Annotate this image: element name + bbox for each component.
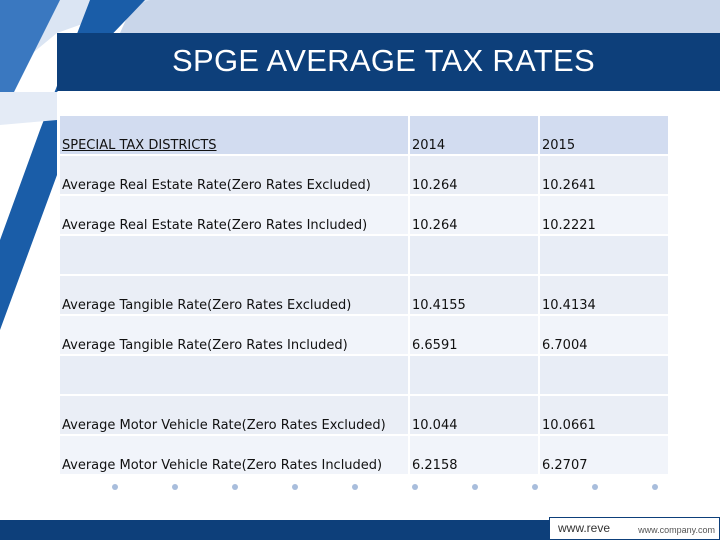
row-value-2015: 6.2707 [540, 436, 670, 476]
dot-decoration [592, 484, 598, 490]
dot-decoration [352, 484, 358, 490]
title-bar: SPGE AVERAGE TAX RATES [57, 33, 720, 91]
table-header-row: SPECIAL TAX DISTRICTS 2014 2015 [60, 116, 670, 156]
row-label [60, 236, 410, 276]
row-value-2014: 10.264 [410, 196, 540, 236]
tax-rates-table-container: SPECIAL TAX DISTRICTS 2014 2015 Average … [60, 116, 670, 476]
dot-decoration [232, 484, 238, 490]
row-label [60, 356, 410, 396]
row-value-2014: 10.044 [410, 396, 540, 436]
row-value-2014: 6.6591 [410, 316, 540, 356]
table-row: Average Real Estate Rate(Zero Rates Incl… [60, 196, 670, 236]
row-value-2014 [410, 236, 540, 276]
table-row: Average Tangible Rate(Zero Rates Include… [60, 316, 670, 356]
row-value-2014: 6.2158 [410, 436, 540, 476]
footer-url-text: www.reve [558, 521, 611, 535]
dot-decoration [412, 484, 418, 490]
row-label: Average Tangible Rate(Zero Rates Exclude… [60, 276, 410, 316]
table-row-spacer [60, 236, 670, 276]
row-value-2014 [410, 356, 540, 396]
dot-decoration [532, 484, 538, 490]
row-value-2015: 10.2641 [540, 156, 670, 196]
footer-url-box: www.reve www.company.com [549, 517, 720, 540]
row-value-2015 [540, 356, 670, 396]
row-label: Average Motor Vehicle Rate(Zero Rates In… [60, 436, 410, 476]
row-value-2014: 10.264 [410, 156, 540, 196]
decorative-dot-row [0, 484, 720, 494]
row-value-2015: 10.0661 [540, 396, 670, 436]
row-value-2015 [540, 236, 670, 276]
footer-bar [0, 520, 720, 540]
dot-decoration [292, 484, 298, 490]
table-row: Average Tangible Rate(Zero Rates Exclude… [60, 276, 670, 316]
header-districts-label: SPECIAL TAX DISTRICTS [62, 138, 217, 153]
table-row: Average Motor Vehicle Rate(Zero Rates In… [60, 436, 670, 476]
slide-title: SPGE AVERAGE TAX RATES [172, 43, 595, 78]
row-label: Average Tangible Rate(Zero Rates Include… [60, 316, 410, 356]
footer-company-url: www.company.com [638, 525, 715, 535]
row-label: Average Real Estate Rate(Zero Rates Excl… [60, 156, 410, 196]
row-value-2015: 10.2221 [540, 196, 670, 236]
header-2015: 2015 [540, 116, 670, 156]
row-value-2015: 10.4134 [540, 276, 670, 316]
row-value-2015: 6.7004 [540, 316, 670, 356]
tax-rates-table: SPECIAL TAX DISTRICTS 2014 2015 Average … [60, 116, 670, 476]
row-label: Average Real Estate Rate(Zero Rates Incl… [60, 196, 410, 236]
table-row-spacer [60, 356, 670, 396]
table-row: Average Real Estate Rate(Zero Rates Excl… [60, 156, 670, 196]
row-label: Average Motor Vehicle Rate(Zero Rates Ex… [60, 396, 410, 436]
dot-decoration [172, 484, 178, 490]
row-value-2014: 10.4155 [410, 276, 540, 316]
dot-decoration [652, 484, 658, 490]
dot-decoration [472, 484, 478, 490]
header-districts: SPECIAL TAX DISTRICTS [60, 116, 410, 156]
header-2014: 2014 [410, 116, 540, 156]
table-row: Average Motor Vehicle Rate(Zero Rates Ex… [60, 396, 670, 436]
dot-decoration [112, 484, 118, 490]
